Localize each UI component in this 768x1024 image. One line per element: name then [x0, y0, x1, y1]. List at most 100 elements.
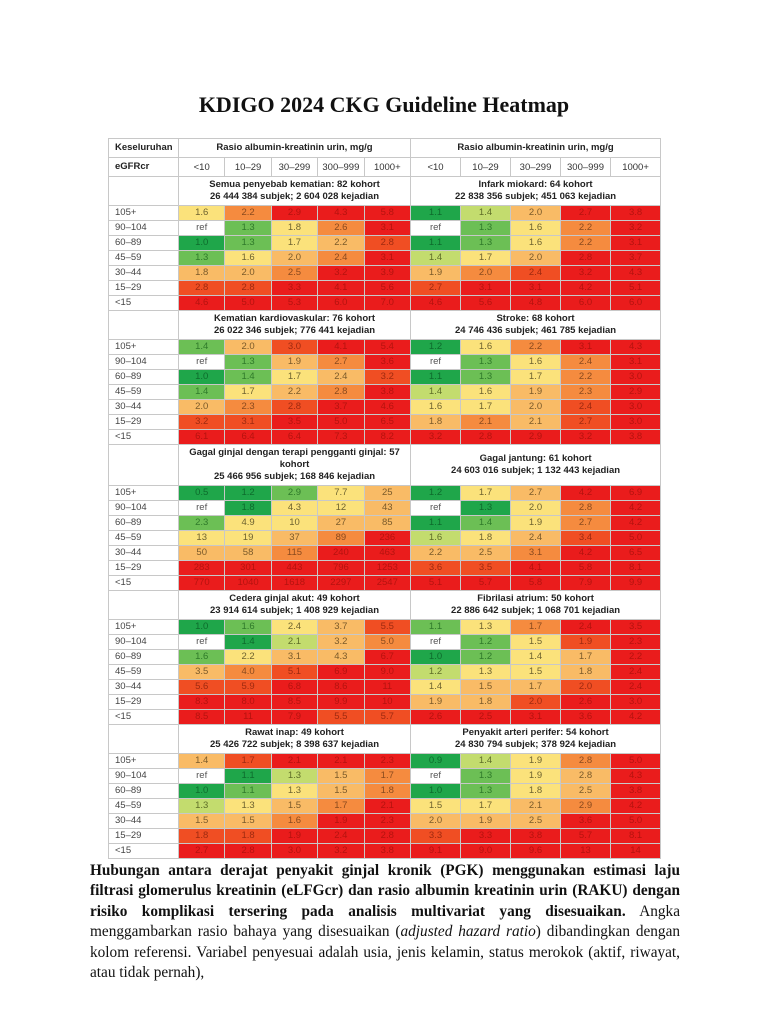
heatmap-cell: 1.9	[410, 265, 462, 281]
panel-outcome: Stroke: 68 kohort	[496, 313, 575, 324]
heatmap-cell: 2.7	[510, 485, 562, 501]
heatmap-row: 15–29 1.8 1.8 1.9 2.4 2.8 3.3 3.3 3.8 5.7 8.1	[108, 828, 662, 844]
heatmap-cell: 1.4	[410, 250, 462, 266]
heatmap-cell: 1.3	[224, 220, 272, 236]
acr-header-right: Rasio albumin-kreatinin urin, mg/g	[410, 138, 662, 158]
heatmap-row: 90–104 ref 1.8 4.3 12 43 ref 1.3 2.0 2.8 4.2	[108, 500, 662, 516]
egfr-row-label: 45–59	[108, 384, 179, 400]
heatmap-cell: 3.8	[610, 783, 662, 799]
heatmap-cell: 2.0	[510, 500, 562, 516]
heatmap-cell: 1.7	[224, 753, 272, 769]
heatmap-cell: 2.5	[460, 709, 512, 725]
egfr-row-label: 30–44	[108, 399, 179, 415]
heatmap-cell: 8.5	[177, 709, 226, 725]
heatmap-cell: 1.4	[224, 369, 272, 385]
heatmap-cell: 1.9	[510, 384, 562, 400]
heatmap-cell: 1.0	[177, 619, 226, 635]
panel-subtitle: 23 914 614 subjek; 1 408 929 kejadian	[210, 605, 380, 616]
heatmap-cell: 1.7	[460, 485, 512, 501]
figure-caption: Hubungan antara derajat penyakit ginjal …	[90, 861, 680, 983]
heatmap-cell: 1.3	[460, 220, 512, 236]
heatmap-cell: 1.5	[410, 798, 462, 814]
heatmap-cell: 1.9	[510, 768, 562, 784]
heatmap-cell: 5.5	[317, 709, 365, 725]
heatmap-cell: 1.1	[224, 768, 272, 784]
panel-outcome: Kematian kardiovaskular: 76 kohort	[213, 313, 376, 324]
heatmap-cell: 0.9	[410, 753, 462, 769]
heatmap-cell: 1.7	[363, 768, 412, 784]
heatmap-cell: 1.6	[410, 399, 462, 415]
heatmap-cell: 37	[270, 530, 319, 546]
heatmap-cell: 1.7	[510, 369, 562, 385]
egfr-row-label: <15	[108, 575, 179, 591]
heatmap-cell: 2.9	[610, 384, 662, 400]
heatmap-cell: 2.8	[177, 280, 226, 296]
acr-column-header: 10–29	[224, 157, 272, 177]
panel-title: Cedera ginjal akut: 49 kohort 23 914 614 …	[177, 590, 412, 620]
heatmap-cell: 3.0	[610, 414, 662, 430]
egfr-row-label: 15–29	[108, 828, 179, 844]
heatmap-cell: 3.4	[560, 530, 612, 546]
heatmap-cell: 3.5	[177, 664, 226, 680]
heatmap-cell: 4.6	[177, 295, 226, 311]
heatmap-cell: 4.2	[560, 280, 612, 296]
heatmap-cell: 2.0	[460, 265, 512, 281]
heatmap-cell: 2.2	[410, 545, 462, 561]
heatmap-cell: ref	[410, 634, 462, 650]
heatmap-cell: 3.0	[610, 694, 662, 710]
heatmap-cell: 2.3	[363, 813, 412, 829]
heatmap-cell: 2297	[317, 575, 365, 591]
heatmap-cell: 3.1	[224, 414, 272, 430]
heatmap-cell: 1.8	[410, 414, 462, 430]
heatmap-cell: 5.0	[224, 295, 272, 311]
heatmap-row: <15 6.1 6.4 6.4 7.3 8.2 3.2 2.8 2.9 3.2 3.8	[108, 429, 662, 445]
heatmap-cell: 2.3	[363, 753, 412, 769]
heatmap-cell: 6.0	[560, 295, 612, 311]
heatmap-cell: 3.1	[610, 235, 662, 251]
egfr-row-label: 60–89	[108, 783, 179, 799]
heatmap-cell: 9.0	[363, 664, 412, 680]
caption-bold: Hubungan antara derajat penyakit ginjal …	[90, 862, 680, 920]
heatmap-cell: 1.5	[317, 768, 365, 784]
heatmap-cell: 4.3	[610, 265, 662, 281]
heatmap-cell: 1.4	[177, 753, 226, 769]
egfr-row-label: 60–89	[108, 649, 179, 665]
heatmap-cell: 2.7	[317, 354, 365, 370]
heatmap-cell: 25	[363, 485, 412, 501]
heatmap-cell: 2.5	[460, 545, 512, 561]
heatmap-cell: 2.4	[317, 828, 365, 844]
heatmap-cell: 2.7	[410, 280, 462, 296]
heatmap-cell: 2.2	[610, 649, 662, 665]
heatmap-cell: 4.2	[610, 798, 662, 814]
caption-text-2: ) dibandingkan dengan kolom referensi. V…	[90, 923, 681, 982]
heatmap-cell: 1.5	[177, 813, 226, 829]
heatmap-cell: 2.0	[510, 205, 562, 221]
acr-column-header: 1000+	[610, 157, 662, 177]
egfr-row-label: 90–104	[108, 220, 179, 236]
heatmap-cell: 4.2	[560, 545, 612, 561]
heatmap-cell: 2.7	[177, 843, 226, 859]
heatmap-cell: 4.1	[510, 560, 562, 576]
heatmap-cell: 1.4	[460, 753, 512, 769]
heatmap-cell: 2.2	[317, 235, 365, 251]
panel-title-row: Cedera ginjal akut: 49 kohort 23 914 614 …	[108, 590, 662, 620]
heatmap-cell: 27	[317, 515, 365, 531]
heatmap-cell: 8.5	[270, 694, 319, 710]
heatmap-cell: 3.2	[363, 369, 412, 385]
heatmap-cell: 3.2	[560, 429, 612, 445]
heatmap-cell: 1.7	[460, 250, 512, 266]
heatmap-cell: 1.4	[510, 649, 562, 665]
heatmap-cell: 1.8	[270, 220, 319, 236]
heatmap-row: 30–44 5.6 5.9 6.8 8.6 11 1.4 1.5 1.7 2.0 2.4	[108, 679, 662, 695]
heatmap-cell: 3.2	[317, 634, 365, 650]
heatmap-cell: 1.9	[270, 828, 319, 844]
heatmap-cell: 770	[177, 575, 226, 591]
corner-label: Keseluruhan	[108, 138, 179, 158]
heatmap-cell: 9.9	[317, 694, 365, 710]
heatmap-cell: 1.7	[270, 369, 319, 385]
heatmap-cell: 2.3	[177, 515, 226, 531]
empty-label-cell	[108, 724, 179, 754]
heatmap-cell: 7.9	[560, 575, 612, 591]
heatmap-cell: 1.7	[224, 384, 272, 400]
heatmap-cell: 58	[224, 545, 272, 561]
